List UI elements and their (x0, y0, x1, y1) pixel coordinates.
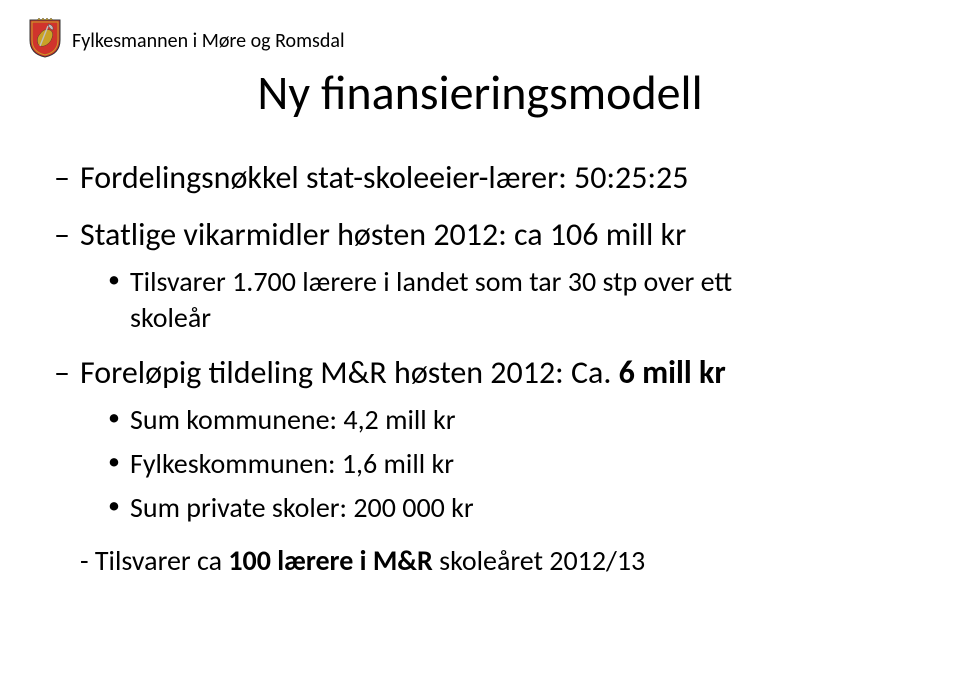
bullet-item: Foreløpig tildeling M&R høsten 2012: Ca.… (54, 353, 932, 527)
bullet-text: Statlige vikarmidler høsten 2012: ca 106… (80, 215, 686, 254)
coat-of-arms-icon (28, 18, 62, 63)
sub-bullet-item: Sum private skoler: 200 000 kr (108, 490, 932, 526)
bullet-text-bold: 6 mill kr (619, 353, 726, 392)
sub-bullet-text-cont: skoleår (130, 300, 932, 336)
footer-bold: 100 lærere i M&R (228, 543, 439, 578)
sub-bullet-list: Sum kommunene: 4,2 mill kr Fylkeskommune… (80, 402, 932, 527)
footer-prefix: - Tilsvarer ca (80, 543, 228, 578)
sub-bullet-item: Tilsvarer 1.700 lærere i landet som tar … (108, 264, 932, 337)
sub-bullet-text: Sum kommunene: 4,2 mill kr (130, 402, 456, 437)
bullet-list: Fordelingsnøkkel stat-skoleeier-lærer: 5… (28, 158, 932, 527)
sub-bullet-text: Fylkeskommunen: 1,6 mill kr (130, 446, 454, 481)
sub-bullet-item: Sum kommunene: 4,2 mill kr (108, 402, 932, 438)
bullet-text-pre: Foreløpig tildeling M&R høsten 2012: Ca. (80, 353, 619, 392)
sub-bullet-text: Tilsvarer 1.700 lærere i landet som tar … (130, 264, 732, 299)
header-org-name: Fylkesmannen i Møre og Romsdal (72, 29, 345, 53)
bullet-item: Statlige vikarmidler høsten 2012: ca 106… (54, 215, 932, 337)
footer-suffix: skoleåret 2012/13 (439, 543, 645, 578)
sub-bullet-list: Tilsvarer 1.700 lærere i landet som tar … (80, 264, 932, 337)
bullet-item: Fordelingsnøkkel stat-skoleeier-lærer: 5… (54, 158, 932, 199)
sub-bullet-text: Sum private skoler: 200 000 kr (130, 490, 474, 525)
slide-title: Ny finansieringsmodell (28, 63, 932, 122)
sub-bullet-item: Fylkeskommunen: 1,6 mill kr (108, 446, 932, 482)
slide-header: Fylkesmannen i Møre og Romsdal (28, 18, 932, 63)
footer-line: - Tilsvarer ca 100 lærere i M&R skoleåre… (28, 543, 932, 578)
bullet-text: Fordelingsnøkkel stat-skoleeier-lærer: 5… (80, 158, 688, 197)
